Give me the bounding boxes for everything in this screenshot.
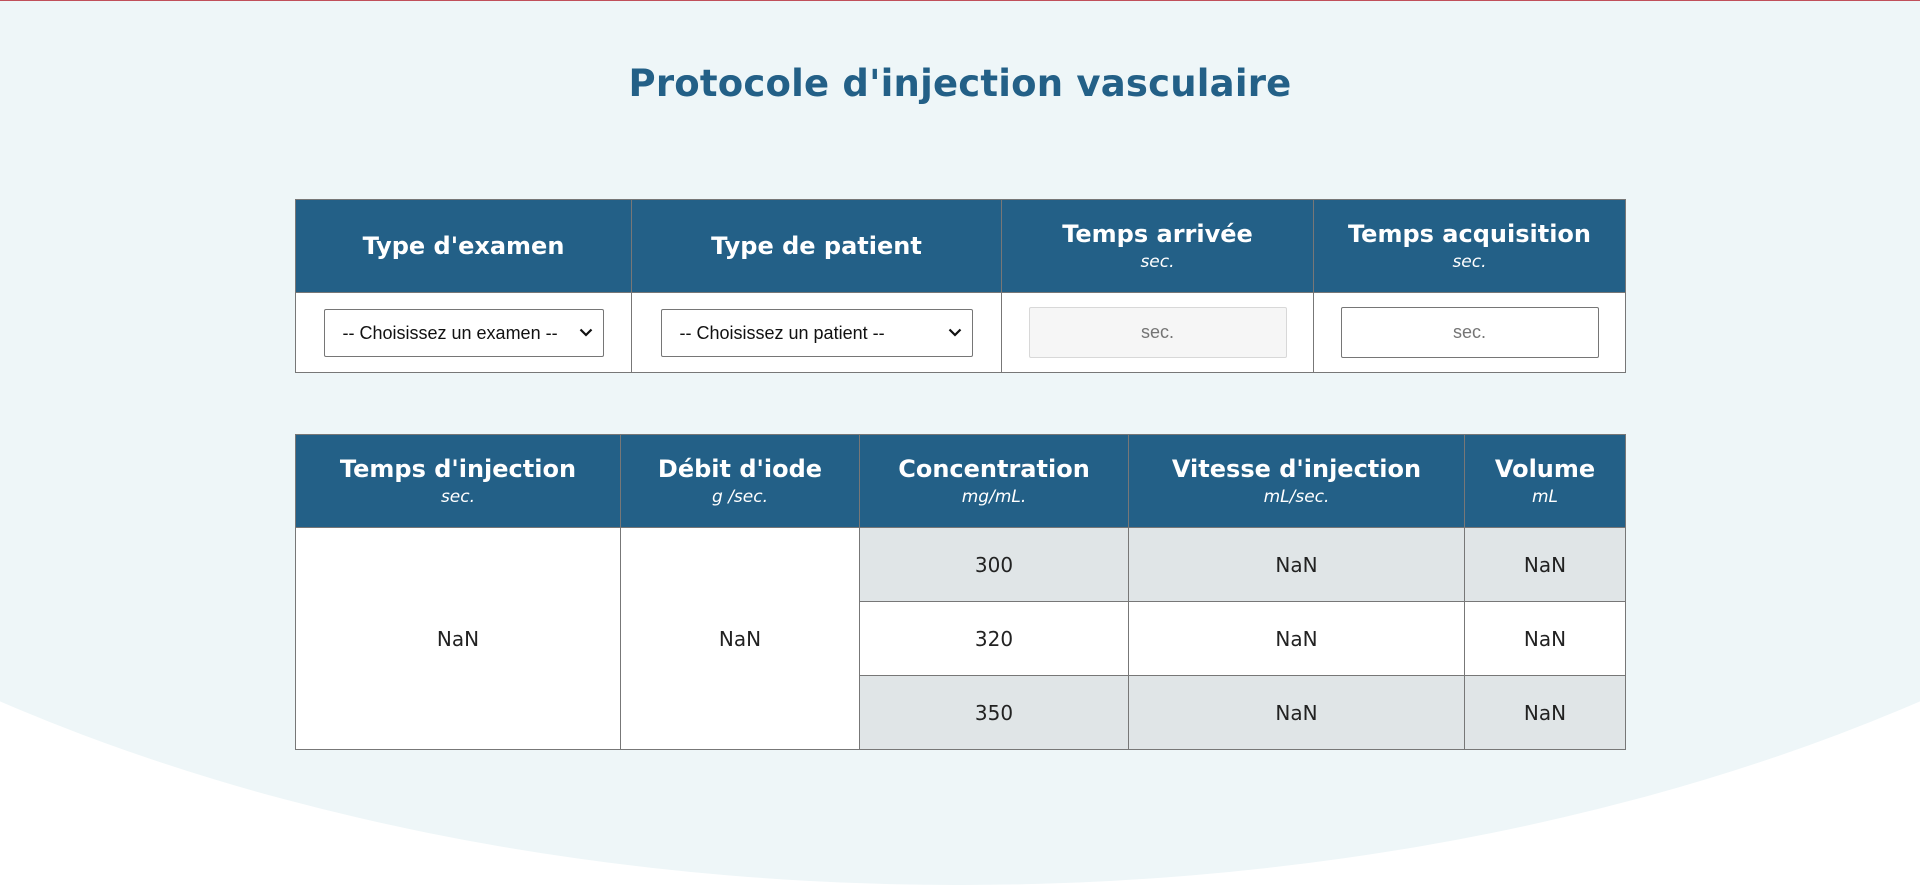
results-header-row: Temps d'injection sec. Débit d'iode g /s… xyxy=(295,434,1626,528)
header-label: Temps d'injection xyxy=(339,455,577,483)
arrival-time-input[interactable] xyxy=(1028,307,1287,358)
header-label: Concentration xyxy=(898,455,1090,483)
patient-select[interactable]: -- Choisissez un patient -- xyxy=(660,308,973,357)
header-label: Type d'examen xyxy=(362,232,565,260)
inputs-header-row: Type d'examen Type de patient Temps arri… xyxy=(295,199,1626,293)
inputs-row: -- Choisissez un examen -- -- Choisissez… xyxy=(295,292,1626,373)
chevron-down-icon xyxy=(948,310,962,356)
concentration-value: 320 xyxy=(859,601,1129,676)
exam-select-value: -- Choisissez un examen -- xyxy=(342,322,558,343)
header-volume: Volume mL xyxy=(1464,434,1626,528)
header-injection-speed: Vitesse d'injection mL/sec. xyxy=(1128,434,1465,528)
injection-speed-value: NaN xyxy=(1128,601,1465,676)
volume-value: NaN xyxy=(1464,675,1626,750)
concentration-value: 300 xyxy=(859,527,1129,602)
header-label: Temps acquisition xyxy=(1348,220,1591,248)
injection-speed-value: NaN xyxy=(1128,675,1465,750)
header-unit: mL/sec. xyxy=(1263,487,1330,507)
header-unit: g /sec. xyxy=(712,487,768,507)
header-arrival-time: Temps arrivée sec. xyxy=(1001,199,1314,293)
table-row: NaN NaN 300 NaN NaN xyxy=(295,527,1626,750)
chevron-down-icon xyxy=(579,310,593,356)
header-unit: mL xyxy=(1531,487,1559,507)
volume-value: NaN xyxy=(1464,601,1626,676)
inputs-table: Type d'examen Type de patient Temps arri… xyxy=(295,199,1626,373)
acquisition-time-cell xyxy=(1313,292,1626,373)
iodine-flow-value: NaN xyxy=(620,527,860,750)
table-row: 350 NaN NaN xyxy=(296,675,1626,750)
injection-time-value: NaN xyxy=(295,527,621,750)
exam-select-cell: -- Choisissez un examen -- xyxy=(295,292,632,373)
header-label: Vitesse d'injection xyxy=(1171,455,1422,483)
header-concentration: Concentration mg/mL. xyxy=(859,434,1129,528)
header-acquisition-time: Temps acquisition sec. xyxy=(1313,199,1626,293)
volume-value: NaN xyxy=(1464,527,1626,602)
top-accent-line xyxy=(0,0,1920,1)
header-unit: sec. xyxy=(1452,252,1487,272)
exam-select[interactable]: -- Choisissez un examen -- xyxy=(323,308,604,357)
table-row: 320 NaN NaN xyxy=(296,601,1626,676)
concentration-value: 350 xyxy=(859,675,1129,750)
header-injection-time: Temps d'injection sec. xyxy=(295,434,621,528)
injection-speed-value: NaN xyxy=(1128,527,1465,602)
header-label: Débit d'iode xyxy=(657,455,823,483)
acquisition-time-input[interactable] xyxy=(1340,307,1599,358)
header-patient-type: Type de patient xyxy=(631,199,1002,293)
patient-select-value: -- Choisissez un patient -- xyxy=(679,322,885,343)
header-unit: mg/mL. xyxy=(961,487,1027,507)
header-exam-type: Type d'examen xyxy=(295,199,632,293)
header-label: Type de patient xyxy=(711,232,922,260)
header-iodine-flow: Débit d'iode g /sec. xyxy=(620,434,860,528)
header-label: Volume xyxy=(1494,455,1596,483)
arrival-time-cell xyxy=(1001,292,1314,373)
header-unit: sec. xyxy=(1140,252,1175,272)
results-table: Temps d'injection sec. Débit d'iode g /s… xyxy=(295,434,1626,750)
header-unit: sec. xyxy=(440,487,476,507)
patient-select-cell: -- Choisissez un patient -- xyxy=(631,292,1002,373)
page-title: Protocole d'injection vasculaire xyxy=(628,62,1292,105)
header-label: Temps arrivée xyxy=(1062,220,1253,248)
